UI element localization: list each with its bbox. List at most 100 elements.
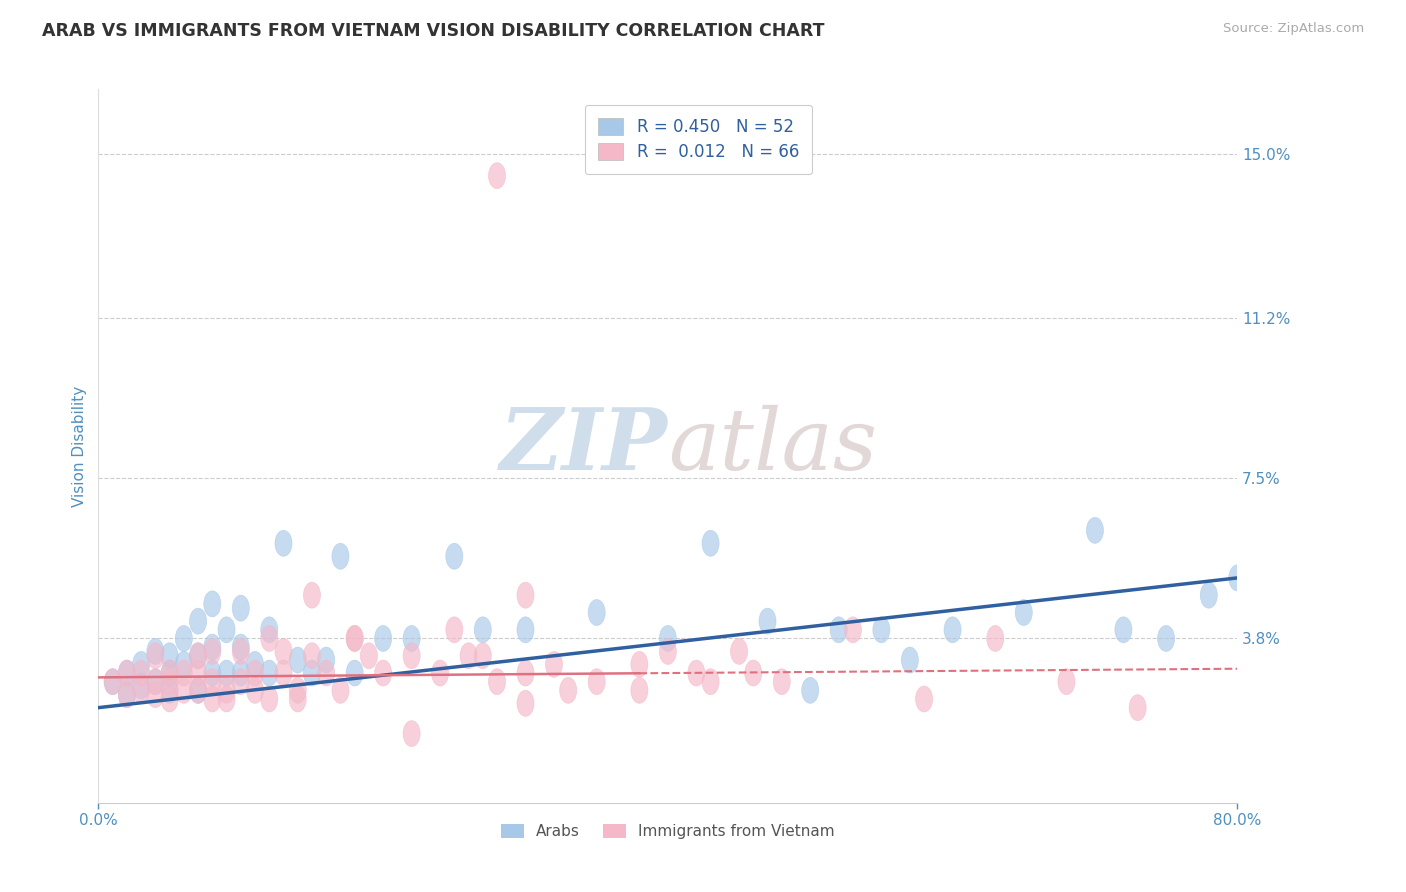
Ellipse shape <box>773 669 790 695</box>
Ellipse shape <box>318 660 335 686</box>
Ellipse shape <box>830 617 848 643</box>
Ellipse shape <box>146 669 165 695</box>
Ellipse shape <box>246 660 263 686</box>
Ellipse shape <box>304 643 321 669</box>
Ellipse shape <box>759 608 776 634</box>
Ellipse shape <box>688 660 704 686</box>
Ellipse shape <box>374 660 392 686</box>
Ellipse shape <box>260 617 278 643</box>
Ellipse shape <box>190 677 207 703</box>
Ellipse shape <box>246 677 263 703</box>
Ellipse shape <box>474 617 491 643</box>
Ellipse shape <box>232 669 249 695</box>
Ellipse shape <box>446 543 463 569</box>
Ellipse shape <box>204 639 221 665</box>
Ellipse shape <box>731 639 748 665</box>
Text: ARAB VS IMMIGRANTS FROM VIETNAM VISION DISABILITY CORRELATION CHART: ARAB VS IMMIGRANTS FROM VIETNAM VISION D… <box>42 22 825 40</box>
Ellipse shape <box>276 639 292 665</box>
Ellipse shape <box>901 647 918 673</box>
Ellipse shape <box>132 651 149 677</box>
Ellipse shape <box>204 591 221 617</box>
Ellipse shape <box>190 643 207 669</box>
Ellipse shape <box>118 681 135 707</box>
Ellipse shape <box>987 625 1004 651</box>
Ellipse shape <box>104 669 121 695</box>
Ellipse shape <box>162 669 179 695</box>
Ellipse shape <box>943 617 962 643</box>
Ellipse shape <box>190 660 207 686</box>
Ellipse shape <box>276 660 292 686</box>
Ellipse shape <box>1129 695 1146 721</box>
Ellipse shape <box>488 162 506 189</box>
Ellipse shape <box>304 660 321 686</box>
Ellipse shape <box>260 625 278 651</box>
Ellipse shape <box>162 677 179 703</box>
Ellipse shape <box>1015 599 1032 625</box>
Ellipse shape <box>374 625 392 651</box>
Ellipse shape <box>488 669 506 695</box>
Ellipse shape <box>745 660 762 686</box>
Ellipse shape <box>360 643 377 669</box>
Ellipse shape <box>246 651 263 677</box>
Ellipse shape <box>290 677 307 703</box>
Ellipse shape <box>588 669 605 695</box>
Ellipse shape <box>146 669 165 695</box>
Ellipse shape <box>132 673 149 699</box>
Ellipse shape <box>162 660 179 686</box>
Ellipse shape <box>176 651 193 677</box>
Ellipse shape <box>873 617 890 643</box>
Ellipse shape <box>232 595 249 621</box>
Ellipse shape <box>845 617 862 643</box>
Ellipse shape <box>146 681 165 707</box>
Text: Source: ZipAtlas.com: Source: ZipAtlas.com <box>1223 22 1364 36</box>
Ellipse shape <box>404 643 420 669</box>
Ellipse shape <box>204 660 221 686</box>
Ellipse shape <box>232 639 249 665</box>
Text: ZIP: ZIP <box>501 404 668 488</box>
Ellipse shape <box>260 686 278 712</box>
Ellipse shape <box>218 660 235 686</box>
Ellipse shape <box>304 582 321 608</box>
Ellipse shape <box>631 677 648 703</box>
Ellipse shape <box>290 647 307 673</box>
Ellipse shape <box>146 643 165 669</box>
Ellipse shape <box>276 531 292 557</box>
Ellipse shape <box>560 677 576 703</box>
Ellipse shape <box>218 686 235 712</box>
Ellipse shape <box>162 686 179 712</box>
Ellipse shape <box>204 686 221 712</box>
Ellipse shape <box>801 677 818 703</box>
Ellipse shape <box>446 617 463 643</box>
Ellipse shape <box>232 634 249 660</box>
Ellipse shape <box>517 617 534 643</box>
Ellipse shape <box>118 681 135 707</box>
Ellipse shape <box>332 677 349 703</box>
Ellipse shape <box>132 660 149 686</box>
Ellipse shape <box>118 660 135 686</box>
Ellipse shape <box>702 531 718 557</box>
Ellipse shape <box>332 543 349 569</box>
Ellipse shape <box>218 677 235 703</box>
Ellipse shape <box>176 660 193 686</box>
Ellipse shape <box>290 686 307 712</box>
Ellipse shape <box>162 660 179 686</box>
Ellipse shape <box>1115 617 1132 643</box>
Ellipse shape <box>915 686 932 712</box>
Ellipse shape <box>176 677 193 703</box>
Ellipse shape <box>260 660 278 686</box>
Ellipse shape <box>517 690 534 716</box>
Ellipse shape <box>404 625 420 651</box>
Text: atlas: atlas <box>668 405 877 487</box>
Ellipse shape <box>1087 517 1104 543</box>
Ellipse shape <box>588 599 605 625</box>
Ellipse shape <box>659 639 676 665</box>
Ellipse shape <box>190 677 207 703</box>
Ellipse shape <box>190 608 207 634</box>
Ellipse shape <box>346 625 363 651</box>
Ellipse shape <box>318 647 335 673</box>
Ellipse shape <box>1057 669 1076 695</box>
Ellipse shape <box>176 625 193 651</box>
Ellipse shape <box>346 625 363 651</box>
Ellipse shape <box>1229 565 1246 591</box>
Ellipse shape <box>132 677 149 703</box>
